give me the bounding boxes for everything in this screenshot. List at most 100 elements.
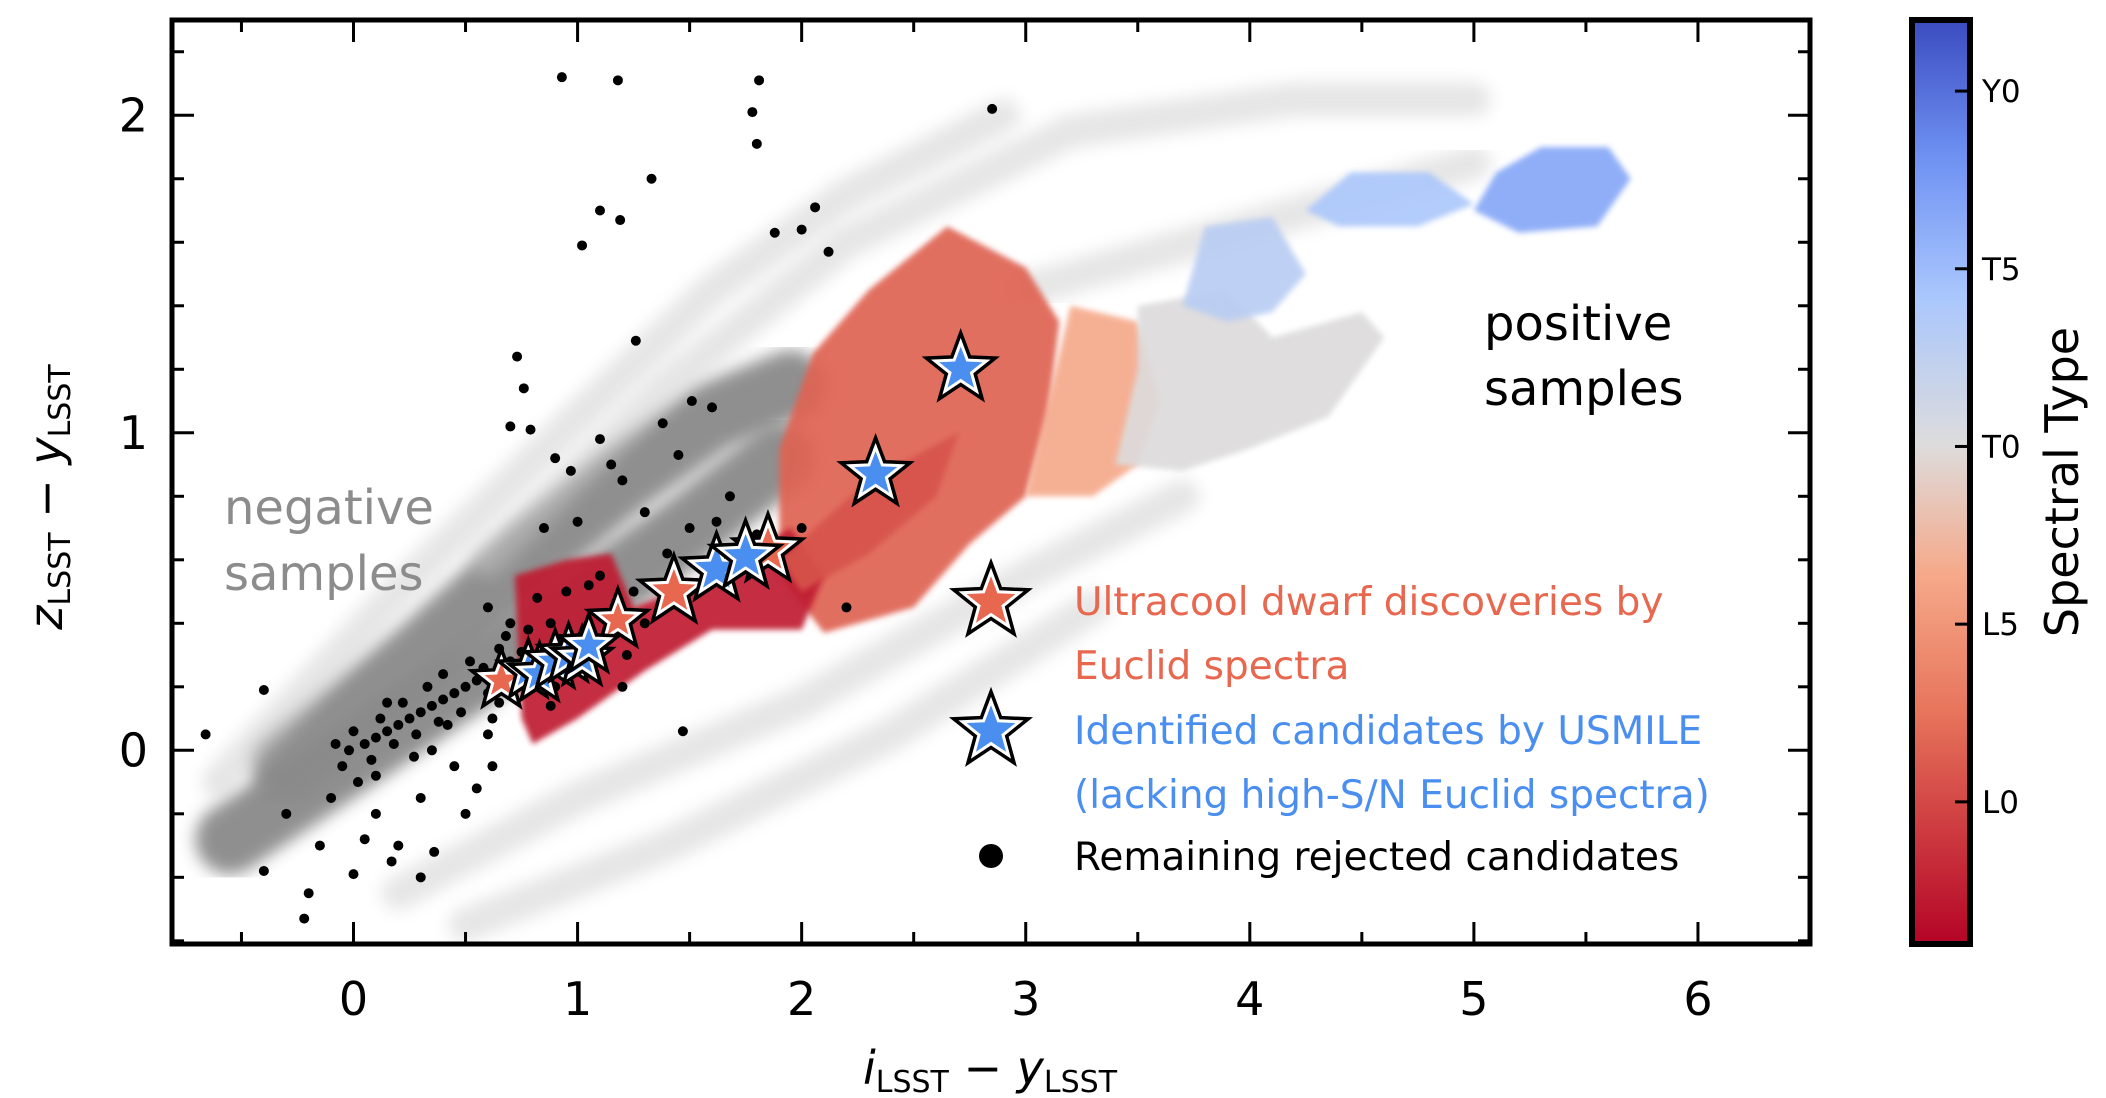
y-tick-label: 1 [119, 406, 148, 460]
colorbar-tick-label: L5 [1982, 607, 2019, 643]
x-axis-label: iLSST − yLSST [863, 1041, 1118, 1098]
rejected-candidates [200, 72, 998, 924]
rejected-candidate-point [429, 846, 440, 857]
annotation-positive-line1: positive [1484, 296, 1672, 352]
rejected-candidate-point [397, 697, 408, 708]
rejected-candidate-point [630, 335, 641, 346]
rejected-candidate-point [525, 424, 536, 435]
candidate-star [715, 525, 776, 582]
rejected-candidate-point [352, 777, 363, 788]
positive-hexbin-region [1182, 216, 1306, 322]
x-tick-label: 1 [563, 972, 592, 1026]
legend-marker-candidates [948, 686, 1034, 767]
rejected-candidate-point [523, 624, 534, 635]
rejected-candidate-point [370, 732, 381, 743]
rejected-candidate-point [393, 840, 404, 851]
rejected-candidate-point [823, 246, 834, 257]
rejected-candidate-point [386, 856, 397, 867]
rejected-candidate-point [500, 631, 511, 641]
rejected-candidate-point [487, 713, 498, 724]
legend-marker-rejected [979, 844, 1003, 868]
rejected-candidate-point [348, 869, 359, 880]
rejected-candidate-point [433, 716, 444, 727]
legend-label-candidates-line2: (lacking high-S/N Euclid spectra) [1074, 773, 1710, 818]
colorbar-label: Spectral Type [2035, 327, 2089, 637]
y-axis-label: zLSST − yLSST [19, 364, 78, 631]
rejected-candidate-point [303, 888, 314, 899]
rejected-candidate-point [505, 618, 516, 629]
rejected-candidate-point [438, 694, 449, 705]
rejected-candidate-point [628, 586, 639, 597]
negative-sample-band [448, 590, 1110, 942]
rejected-candidate-point [711, 516, 722, 527]
rejected-candidate-point [456, 707, 467, 718]
rejected-candidate-point [449, 761, 460, 772]
colorbar-tick-label: L0 [1982, 785, 2019, 821]
rejected-candidate-point [594, 434, 605, 445]
rejected-candidate-point [769, 227, 780, 238]
legend-label-discoveries-line1: Ultracool dwarf discoveries by [1074, 580, 1663, 625]
rejected-candidate-point [330, 738, 341, 749]
rejected-candidate-point [751, 138, 762, 149]
rejected-candidate-point [612, 75, 623, 86]
rejected-candidate-point [646, 173, 657, 184]
rejected-candidate-point [684, 523, 695, 534]
annotation-negative-line2: samples [224, 546, 424, 602]
rejected-candidate-point [639, 507, 650, 518]
colorbar: L0 L5 T0 T5 Y0 Spectral Type [1909, 17, 2089, 947]
rejected-candidate-point [617, 475, 628, 486]
colorbar-tick-label: T0 [1981, 429, 2021, 465]
rejected-candidate-point [366, 754, 377, 765]
discovery-star [644, 560, 704, 617]
rejected-candidate-point [258, 684, 269, 695]
colorbar-tick-label: T5 [1981, 252, 2021, 288]
rejected-candidate-point [621, 650, 632, 661]
rejected-candidate-point [545, 618, 556, 629]
positive-hexbin-region [1473, 147, 1631, 233]
rejected-candidate-point [375, 713, 386, 724]
rejected-candidate-point [724, 491, 735, 502]
x-tick-label: 6 [1683, 972, 1712, 1026]
legend: Ultracool dwarf discoveries by Euclid sp… [948, 557, 1710, 880]
colorbar-tick-label: Y0 [1981, 74, 2021, 110]
rejected-candidate-point [639, 618, 650, 629]
x-tick-label: 4 [1235, 972, 1264, 1026]
rejected-candidate-point [337, 761, 348, 772]
rejected-candidate-point [505, 421, 516, 432]
rejected-candidate-point [550, 453, 561, 464]
candidate-star [563, 619, 614, 667]
rejected-candidate-point [465, 656, 476, 667]
rejected-candidate-point [200, 729, 211, 740]
positive-hexbin-region [1305, 172, 1474, 227]
rejected-candidate-point [415, 872, 426, 883]
legend-label-rejected: Remaining rejected candidates [1074, 835, 1679, 880]
rejected-candidate-point [460, 808, 471, 819]
positive-hexbin-region [779, 432, 959, 592]
x-tick-label: 2 [787, 972, 816, 1026]
rejected-candidate-point [460, 681, 471, 692]
plot-frame [169, 17, 1813, 947]
rejected-candidate-point [426, 745, 437, 756]
positive-samples-hexbin [514, 147, 1631, 744]
candidate-star [931, 338, 991, 395]
negative-sample-band [202, 98, 1021, 800]
rejected-candidate-point [987, 103, 998, 114]
annotation-negative-line1: negative [224, 480, 434, 536]
legend-label-candidates-line1: Identified candidates by USMILE [1074, 709, 1702, 754]
rejected-candidate-point [841, 602, 852, 613]
rejected-candidate-point [538, 523, 549, 534]
rejected-candidate-point [494, 697, 505, 708]
candidate-star [845, 442, 906, 500]
rejected-candidate-point [411, 729, 422, 740]
rejected-candidate-point [382, 726, 393, 737]
rejected-candidate-point [471, 783, 482, 794]
rejected-candidate-point [615, 215, 626, 226]
rejected-candidate-point [754, 75, 765, 86]
rejected-candidate-point [438, 669, 449, 680]
rejected-candidate-point [796, 224, 807, 235]
rejected-candidate-point [326, 792, 337, 803]
legend-star-discovery [958, 567, 1024, 630]
rejected-candidate-point [512, 351, 523, 362]
rejected-candidate-point [686, 396, 697, 407]
